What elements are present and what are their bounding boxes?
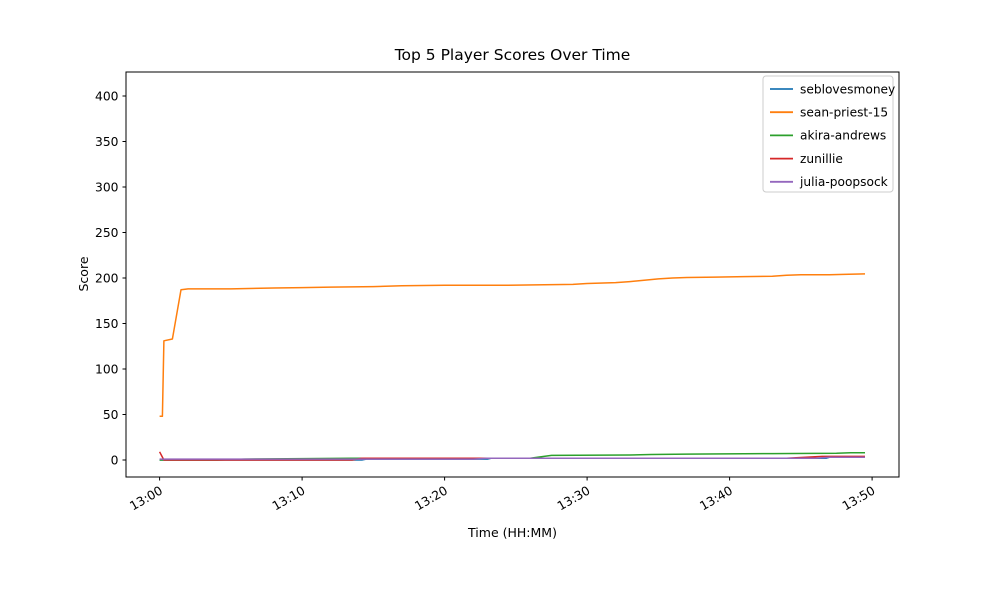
legend-label-julia-poopsock: julia-poopsock [799, 175, 889, 189]
series-line-julia-poopsock [159, 456, 865, 460]
x-axis-tick-label: 13:10 [270, 483, 308, 513]
x-axis-label: Time (HH:MM) [467, 525, 557, 540]
y-axis-tick-label: 350 [95, 135, 118, 149]
y-axis-tick-label: 0 [111, 453, 119, 467]
y-axis-tick-label: 50 [103, 408, 119, 422]
legend-label-akira-andrews: akira-andrews [800, 129, 886, 143]
y-axis-label: Score [76, 256, 91, 291]
y-axis-tick-label: 200 [95, 271, 118, 285]
x-axis-tick-label: 13:50 [840, 483, 878, 513]
legend-label-seblovesmoney: seblovesmoney [800, 82, 895, 96]
x-axis-tick-label: 13:20 [412, 483, 450, 513]
series-line-sean-priest-15 [159, 273, 866, 418]
legend-label-sean-priest-15: sean-priest-15 [800, 106, 888, 120]
x-axis-tick-label: 13:40 [697, 483, 735, 513]
x-axis-tick-label: 13:30 [555, 483, 593, 513]
series-line-zunillie [158, 451, 865, 461]
x-axis-tick-label: 13:00 [127, 483, 165, 513]
chart-title: Top 5 Player Scores Over Time [394, 46, 631, 64]
y-axis-tick-label: 250 [95, 226, 118, 240]
legend [762, 75, 894, 193]
y-axis-tick-label: 100 [95, 362, 118, 376]
y-axis-tick-label: 300 [95, 180, 118, 194]
y-axis-tick-label: 400 [95, 89, 118, 103]
legend-label-zunillie: zunillie [800, 152, 843, 166]
y-axis-tick-label: 150 [95, 317, 118, 331]
